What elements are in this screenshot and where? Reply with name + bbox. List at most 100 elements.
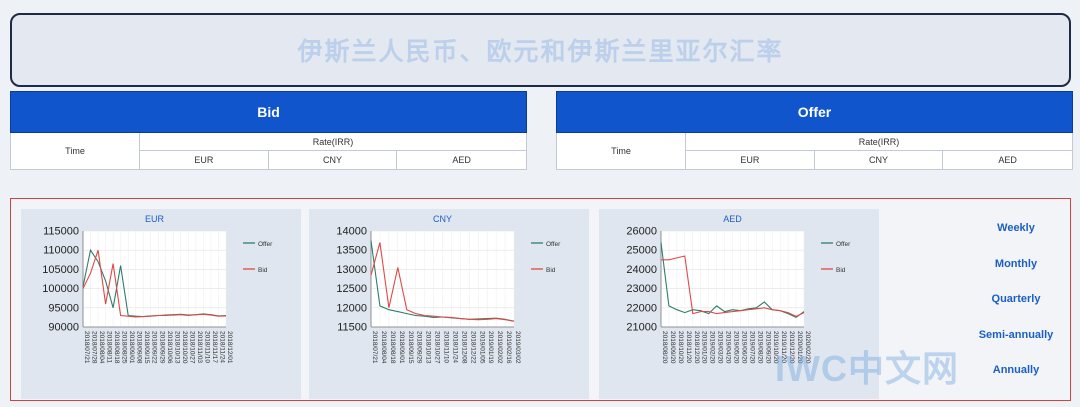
cny-xtick-label: 2018/07/21 (371, 331, 378, 364)
eur-xtick-label: 2018/10/20 (181, 331, 188, 364)
eur-ytick-label: 95000 (48, 302, 79, 314)
eur-series-bid (82, 250, 227, 318)
offer-panel: Offer Time Rate(IRR) EUR CNY AED (556, 91, 1073, 170)
offer-col-cny: CNY (815, 151, 944, 169)
eur-xtick-label: 2018/10/27 (188, 331, 195, 364)
cny-xtick-label: 2018/09/01 (398, 331, 405, 364)
aed-ytick-label: 22000 (626, 302, 657, 314)
aed-xtick-label: 2019/12/20 (788, 331, 795, 364)
eur-xtick-label: 2018/08/18 (113, 331, 120, 364)
aed-xtick-label: 2019/05/20 (733, 331, 740, 364)
aed-ytick-label: 21000 (626, 322, 657, 334)
semi-annually-button[interactable]: Semi-annually (963, 323, 1069, 347)
cny-xtick-label: 2018/10/27 (434, 331, 441, 364)
eur-legend-label-offer: Offer (258, 241, 273, 248)
offer-rate-header: Rate(IRR) (686, 133, 1072, 151)
weekly-button[interactable]: Weekly (963, 216, 1069, 240)
chart-eur: EUR 90000 95000 100000 105000 110000 115000 201… (21, 209, 301, 399)
aed-xtick-label: 2019/08/20 (756, 331, 763, 364)
offer-rate-table: Time Rate(IRR) EUR CNY AED (556, 133, 1073, 170)
chart-eur-svg: EUR 90000 95000 100000 105000 110000 115000 201… (42, 214, 273, 364)
eur-plot-area (83, 231, 226, 327)
aed-ytick-label: 25000 (626, 245, 657, 257)
eur-ytick-label: 100000 (42, 283, 79, 295)
annually-button[interactable]: Annually (963, 358, 1069, 382)
aed-xtick-label: 2019/06/20 (740, 331, 747, 364)
bid-rate-table: Time Rate(IRR) EUR CNY AED (10, 133, 527, 170)
cny-ytick-label: 12500 (336, 283, 367, 295)
aed-ytick-label: 24000 (626, 264, 657, 276)
cny-xtick-label: 2018/12/08 (460, 331, 467, 364)
eur-xtick-label: 2018/09/29 (158, 331, 165, 364)
watermark-text: IWC中文网 (775, 348, 959, 389)
eur-ytick-label: 105000 (42, 264, 79, 276)
offer-rate-block: Rate(IRR) EUR CNY AED (686, 133, 1072, 169)
bid-col-aed: AED (452, 155, 471, 165)
aed-xtick-label: 2019/02/20 (709, 331, 716, 364)
eur-chart-title: EUR (145, 214, 165, 224)
aed-legend-label-bid: Bid (836, 267, 846, 274)
cny-xtick-label: 2018/11/10 (443, 331, 450, 363)
eur-xtick-label: 2018/11/03 (196, 331, 203, 363)
cny-xtick-label: 2018/12/22 (469, 331, 476, 364)
bid-rate-header: Rate(IRR) (140, 133, 526, 151)
cny-ytick-label: 14000 (336, 226, 367, 238)
cny-xtick-label: 2019/02/16 (505, 331, 512, 364)
cny-series-bid (370, 242, 515, 322)
quarterly-button[interactable]: Quarterly (963, 287, 1069, 311)
eur-ytick-label: 110000 (43, 245, 79, 257)
aed-ytick-label: 23000 (626, 283, 657, 295)
eur-xtick-label: 2018/11/17 (211, 331, 218, 363)
offer-col-aed: AED (998, 155, 1017, 165)
eur-xtick-label: 2018/07/28 (91, 331, 98, 364)
aed-xtick-label: 2019/11/20 (780, 331, 787, 363)
aed-xtick-label: 2019/07/20 (748, 331, 755, 364)
chart-cny: CNY 11500 12000 12500 13000 13500 14000 2018/07… (309, 209, 589, 399)
bid-col-cny: CNY (269, 151, 398, 169)
eur-xtick-label: 2018/09/01 (128, 331, 135, 364)
cny-xtick-label: 2018/08/04 (380, 331, 387, 364)
cny-xtick-label: 2019/03/02 (514, 331, 521, 364)
eur-ytick-label: 115000 (43, 226, 79, 238)
aed-xtick-label: 2019/10/20 (772, 331, 779, 364)
eur-xtick-label: 2018/08/25 (121, 331, 128, 364)
chart-aed-svg: AED 21000 22000 23000 24000 25000 26000 2018/08… (626, 214, 851, 364)
cny-ytick-label: 12000 (336, 302, 367, 314)
bid-rate-block: Rate(IRR) EUR CNY AED (140, 133, 526, 169)
eur-xtick-label: 2018/09/08 (136, 331, 143, 364)
aed-xtick-label: 2019/04/20 (725, 331, 732, 364)
eur-ytick-label: 90000 (48, 322, 79, 334)
page-title: 伊斯兰人民币、欧元和伊斯兰里亚尔汇率 (297, 38, 784, 66)
aed-xtick-label: 2018/12/20 (693, 331, 700, 364)
cny-ytick-label: 11500 (337, 322, 367, 334)
eur-xtick-label: 2018/07/21 (83, 331, 90, 364)
cny-legend-label-offer: Offer (546, 241, 561, 248)
eur-xtick-label: 2018/09/22 (151, 331, 158, 364)
chart-cny-svg: CNY 11500 12000 12500 13000 13500 14000 2018/07… (336, 214, 561, 364)
chart-aed: AED 21000 22000 23000 24000 25000 26000 2018/08… (599, 209, 879, 399)
aed-legend-label-offer: Offer (836, 241, 851, 248)
cny-legend-label-bid: Bid (546, 267, 556, 274)
chart-area: EUR 90000 95000 100000 105000 110000 115000 201… (10, 198, 1071, 401)
bid-panel-title: Bid (10, 91, 527, 133)
eur-legend-label-bid: Bid (258, 267, 268, 274)
cny-chart-title: CNY (433, 214, 452, 224)
cny-xtick-label: 2018/08/18 (389, 331, 396, 364)
aed-xtick-label: 2020/01/20 (796, 331, 803, 364)
aed-xtick-label: 2019/03/20 (717, 331, 724, 364)
monthly-button[interactable]: Monthly (963, 252, 1069, 276)
cny-xtick-label: 2018/11/24 (451, 331, 458, 363)
eur-xtick-label: 2018/08/11 (106, 331, 113, 363)
aed-xtick-label: 2020/02/20 (804, 331, 811, 364)
cny-xtick-label: 2018/09/29 (416, 331, 423, 364)
cny-xtick-label: 2019/01/05 (478, 331, 485, 364)
aed-chart-title: AED (723, 214, 742, 224)
offer-panel-title: Offer (556, 91, 1073, 133)
bid-panel: Bid Time Rate(IRR) EUR CNY AED (10, 91, 527, 170)
offer-time-header: Time (557, 133, 686, 169)
eur-xtick-label: 2018/08/04 (98, 331, 105, 364)
offer-col-eur: EUR (686, 151, 815, 169)
bid-time-header: Time (11, 133, 140, 169)
aed-xtick-label: 2018/09/20 (669, 331, 676, 364)
cny-xtick-label: 2018/09/15 (407, 331, 414, 364)
